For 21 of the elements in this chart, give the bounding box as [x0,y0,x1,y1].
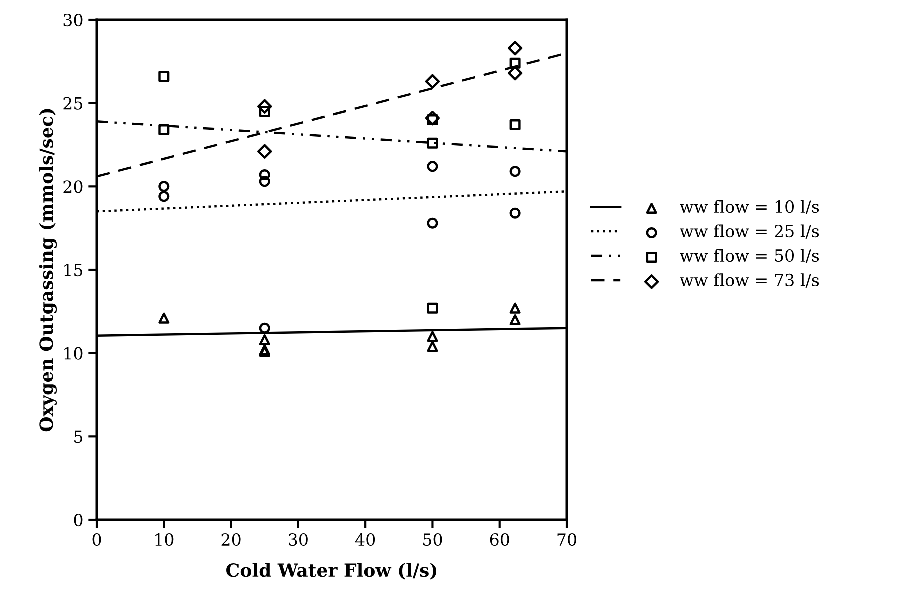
legend-label: ww flow = 50 l/s [680,249,820,264]
x-tick-label: 60 [490,533,510,546]
x-tick-label: 50 [424,533,442,546]
y-axis-title: Oxygen Outgassing (mmols/sec) [39,109,58,432]
y-tick-label: 15 [64,264,83,277]
x-tick-label: 0 [92,533,102,546]
y-tick-label: 20 [64,180,83,194]
y-tick-label: 0 [74,514,83,527]
x-tick-label: 70 [558,533,576,546]
legend-label: ww flow = 10 l/s [680,200,820,214]
x-tick-label: 40 [355,533,376,546]
y-tick-label: 30 [64,14,83,27]
x-axis-title: Cold Water Flow (l/s) [226,563,437,580]
x-tick-label: 30 [289,533,308,546]
y-tick-label: 25 [64,97,83,110]
x-tick-label: 20 [222,533,241,546]
legend-label: ww flow = 25 l/s [680,224,820,239]
y-tick-label: 5 [74,430,83,444]
y-tick-label: 10 [64,347,83,360]
x-tick-label: 10 [156,533,174,546]
legend-label: ww flow = 73 l/s [680,274,820,288]
